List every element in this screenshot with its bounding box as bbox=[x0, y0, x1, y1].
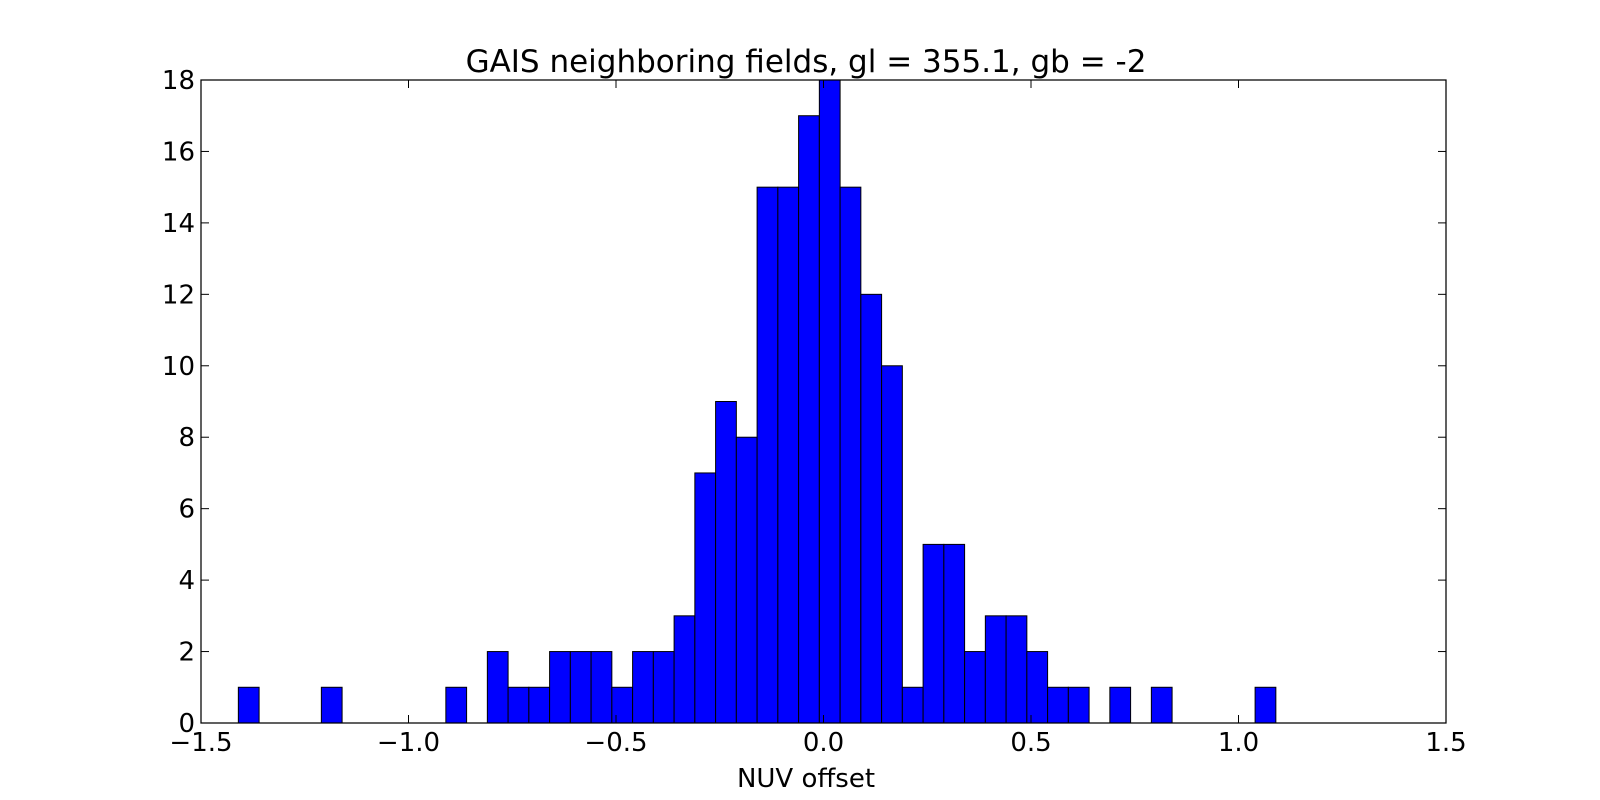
x-tick-labels: −1.5 −1.0 −0.5 0.0 0.5 1.0 1.5 bbox=[169, 728, 1466, 758]
histogram-bar-7 bbox=[569, 651, 592, 724]
y-tick-label-4: 8 bbox=[178, 423, 195, 453]
x-tick-label-2: −0.5 bbox=[584, 728, 647, 758]
histogram-bar-3 bbox=[486, 651, 509, 724]
x-tick-label-0: −1.5 bbox=[169, 728, 232, 758]
histogram-bar-31 bbox=[1067, 686, 1090, 724]
x-tick-label-3: 0.0 bbox=[803, 728, 844, 758]
histogram-bar-27 bbox=[984, 615, 1007, 724]
histogram-bar-12 bbox=[673, 615, 696, 724]
plot-area-frame bbox=[200, 79, 1447, 724]
histogram-bar-17 bbox=[777, 186, 800, 724]
histogram-bar-14 bbox=[715, 401, 737, 724]
histogram-bar-34 bbox=[1254, 686, 1277, 724]
histogram-bar-10 bbox=[632, 651, 654, 724]
y-tick-label-2: 4 bbox=[178, 566, 195, 596]
chart-title: GAIS neighboring fields, gl = 355.1, gb … bbox=[466, 44, 1147, 80]
y-tick-label-3: 6 bbox=[178, 495, 195, 525]
y-tick-label-1: 2 bbox=[178, 638, 195, 668]
histogram-bar-6 bbox=[549, 651, 571, 724]
y-tick-label-8: 16 bbox=[162, 137, 195, 167]
histogram-bar-1 bbox=[320, 686, 343, 724]
y-tick-label-9: 18 bbox=[162, 66, 195, 96]
histogram-bar-5 bbox=[528, 686, 551, 724]
histogram-bar-28 bbox=[1005, 615, 1028, 724]
histogram-bar-18 bbox=[798, 115, 820, 724]
histogram-bar-24 bbox=[922, 543, 945, 724]
y-tick-labels: 0 2 4 6 8 10 12 14 16 18 bbox=[162, 66, 195, 739]
y-tick-label-7: 14 bbox=[162, 209, 195, 239]
histogram-bar-15 bbox=[735, 436, 758, 724]
histogram-bar-21 bbox=[860, 293, 883, 724]
histogram-bar-4 bbox=[507, 686, 530, 724]
histogram-bar-11 bbox=[652, 651, 675, 724]
x-tick-label-4: 0.5 bbox=[1010, 728, 1051, 758]
x-tick-label-1: −1.0 bbox=[377, 728, 440, 758]
histogram-bar-8 bbox=[590, 651, 613, 724]
y-tick-label-0: 0 bbox=[178, 709, 195, 739]
x-tick-label-5: 1.0 bbox=[1218, 728, 1259, 758]
histogram-bar-9 bbox=[611, 686, 634, 724]
histogram-bar-25 bbox=[943, 543, 966, 724]
x-axis-label: NUV offset bbox=[737, 764, 875, 794]
histogram-bar-30 bbox=[1047, 686, 1069, 724]
histogram-bar-20 bbox=[839, 186, 862, 724]
histogram-bar-2 bbox=[445, 686, 468, 724]
y-tick-label-6: 12 bbox=[162, 280, 195, 310]
histogram-bar-23 bbox=[901, 686, 924, 724]
histogram-bar-19 bbox=[818, 79, 841, 724]
histogram-bar-32 bbox=[1109, 686, 1132, 724]
histogram-bar-13 bbox=[694, 472, 717, 724]
y-tick-label-5: 10 bbox=[162, 352, 195, 382]
histogram-bar-22 bbox=[881, 365, 903, 724]
histogram-bar-29 bbox=[1026, 651, 1049, 724]
bars-group bbox=[237, 79, 1277, 724]
histogram-bar-16 bbox=[756, 186, 779, 724]
histogram-bar-26 bbox=[964, 651, 986, 724]
x-tick-label-6: 1.5 bbox=[1425, 728, 1466, 758]
histogram-bar-33 bbox=[1150, 686, 1173, 724]
histogram-bar-0 bbox=[237, 686, 260, 724]
